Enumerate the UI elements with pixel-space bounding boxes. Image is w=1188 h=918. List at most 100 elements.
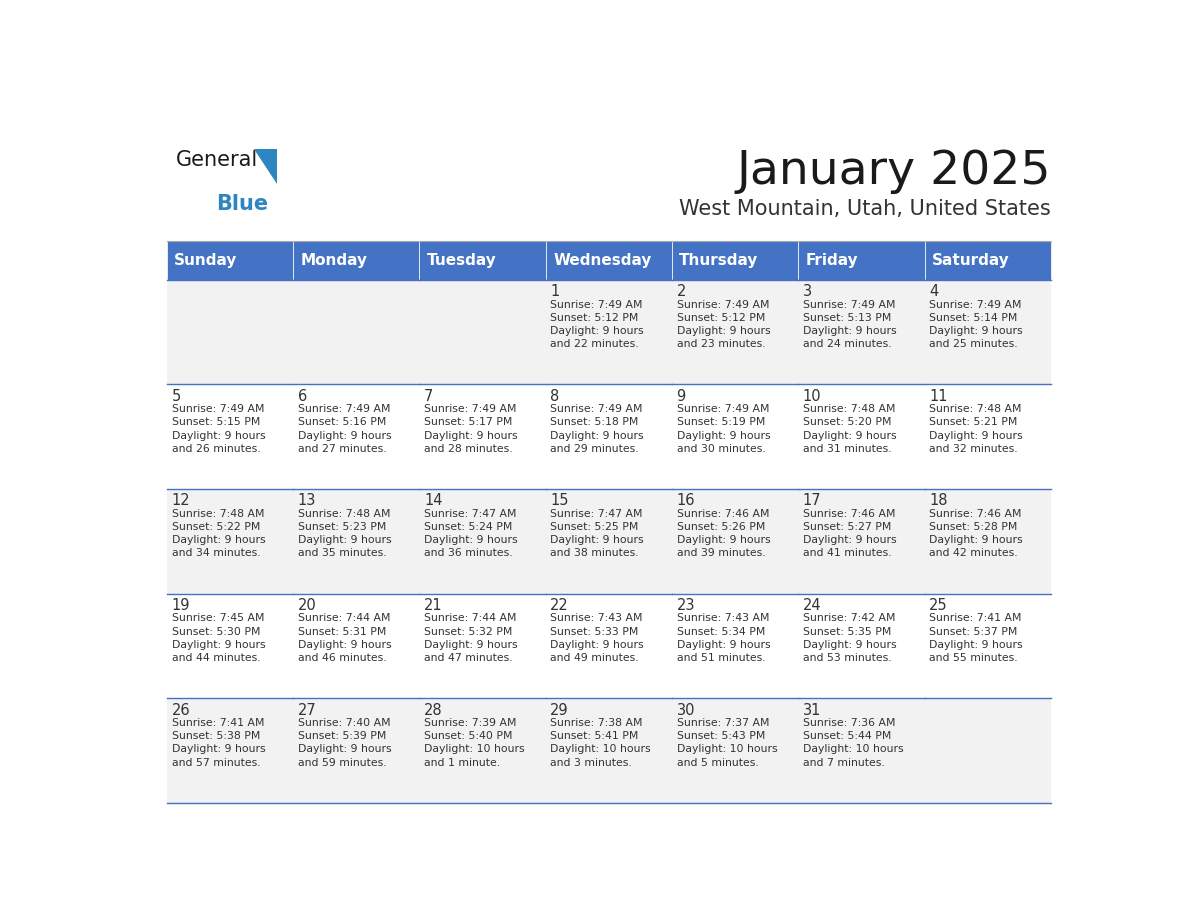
Bar [419,489,545,594]
Bar [924,241,1051,280]
Text: 18: 18 [929,493,948,509]
Bar [293,594,419,699]
Text: Sunrise: 7:38 AM
Sunset: 5:41 PM
Daylight: 10 hours
and 3 minutes.: Sunrise: 7:38 AM Sunset: 5:41 PM Dayligh… [550,718,651,767]
Text: 14: 14 [424,493,443,509]
Text: Blue: Blue [216,194,267,214]
Text: Sunrise: 7:44 AM
Sunset: 5:31 PM
Daylight: 9 hours
and 46 minutes.: Sunrise: 7:44 AM Sunset: 5:31 PM Dayligh… [298,613,391,663]
Text: 20: 20 [298,598,316,613]
Text: Sunrise: 7:45 AM
Sunset: 5:30 PM
Daylight: 9 hours
and 44 minutes.: Sunrise: 7:45 AM Sunset: 5:30 PM Dayligh… [171,613,265,663]
Bar [293,699,419,803]
Text: Wednesday: Wednesday [554,252,651,268]
Bar [924,489,1051,594]
Text: January 2025: January 2025 [737,149,1051,194]
Bar [798,594,924,699]
Text: Friday: Friday [805,252,858,268]
Text: Sunrise: 7:49 AM
Sunset: 5:18 PM
Daylight: 9 hours
and 29 minutes.: Sunrise: 7:49 AM Sunset: 5:18 PM Dayligh… [550,404,644,453]
Bar [293,280,419,385]
Text: 13: 13 [298,493,316,509]
Bar [545,489,672,594]
Text: 30: 30 [677,702,695,718]
Bar [672,385,798,489]
Text: Sunrise: 7:49 AM
Sunset: 5:19 PM
Daylight: 9 hours
and 30 minutes.: Sunrise: 7:49 AM Sunset: 5:19 PM Dayligh… [677,404,770,453]
Text: General: General [176,151,258,170]
Bar [545,699,672,803]
Text: Sunrise: 7:47 AM
Sunset: 5:25 PM
Daylight: 9 hours
and 38 minutes.: Sunrise: 7:47 AM Sunset: 5:25 PM Dayligh… [550,509,644,558]
Text: 2: 2 [677,284,685,299]
Text: 7: 7 [424,388,434,404]
Text: Sunrise: 7:41 AM
Sunset: 5:37 PM
Daylight: 9 hours
and 55 minutes.: Sunrise: 7:41 AM Sunset: 5:37 PM Dayligh… [929,613,1023,663]
Bar [798,385,924,489]
Text: 29: 29 [550,702,569,718]
Text: 17: 17 [803,493,821,509]
Text: 22: 22 [550,598,569,613]
Bar [672,594,798,699]
Bar [672,241,798,280]
Text: 15: 15 [550,493,569,509]
Text: 21: 21 [424,598,443,613]
Polygon shape [254,149,278,185]
Text: Sunrise: 7:42 AM
Sunset: 5:35 PM
Daylight: 9 hours
and 53 minutes.: Sunrise: 7:42 AM Sunset: 5:35 PM Dayligh… [803,613,897,663]
Text: Sunrise: 7:47 AM
Sunset: 5:24 PM
Daylight: 9 hours
and 36 minutes.: Sunrise: 7:47 AM Sunset: 5:24 PM Dayligh… [424,509,518,558]
Text: 3: 3 [803,284,811,299]
Text: Sunrise: 7:46 AM
Sunset: 5:27 PM
Daylight: 9 hours
and 41 minutes.: Sunrise: 7:46 AM Sunset: 5:27 PM Dayligh… [803,509,897,558]
Bar [419,699,545,803]
Text: Saturday: Saturday [931,252,1010,268]
Bar [545,594,672,699]
Bar [798,280,924,385]
Text: Sunrise: 7:48 AM
Sunset: 5:23 PM
Daylight: 9 hours
and 35 minutes.: Sunrise: 7:48 AM Sunset: 5:23 PM Dayligh… [298,509,391,558]
Text: Sunrise: 7:46 AM
Sunset: 5:28 PM
Daylight: 9 hours
and 42 minutes.: Sunrise: 7:46 AM Sunset: 5:28 PM Dayligh… [929,509,1023,558]
Text: 11: 11 [929,388,948,404]
Text: Sunrise: 7:36 AM
Sunset: 5:44 PM
Daylight: 10 hours
and 7 minutes.: Sunrise: 7:36 AM Sunset: 5:44 PM Dayligh… [803,718,904,767]
Bar [166,594,293,699]
Bar [166,699,293,803]
Text: Sunrise: 7:49 AM
Sunset: 5:15 PM
Daylight: 9 hours
and 26 minutes.: Sunrise: 7:49 AM Sunset: 5:15 PM Dayligh… [171,404,265,453]
Text: 19: 19 [171,598,190,613]
Text: 26: 26 [171,702,190,718]
Text: West Mountain, Utah, United States: West Mountain, Utah, United States [680,198,1051,218]
Bar [924,594,1051,699]
Text: 23: 23 [677,598,695,613]
Bar [672,489,798,594]
Text: Sunrise: 7:46 AM
Sunset: 5:26 PM
Daylight: 9 hours
and 39 minutes.: Sunrise: 7:46 AM Sunset: 5:26 PM Dayligh… [677,509,770,558]
Bar [166,280,293,385]
Text: 27: 27 [298,702,316,718]
Text: 6: 6 [298,388,307,404]
Text: Sunrise: 7:41 AM
Sunset: 5:38 PM
Daylight: 9 hours
and 57 minutes.: Sunrise: 7:41 AM Sunset: 5:38 PM Dayligh… [171,718,265,767]
Bar [419,385,545,489]
Bar [545,241,672,280]
Text: Monday: Monday [301,252,367,268]
Text: Tuesday: Tuesday [426,252,497,268]
Text: Sunrise: 7:49 AM
Sunset: 5:16 PM
Daylight: 9 hours
and 27 minutes.: Sunrise: 7:49 AM Sunset: 5:16 PM Dayligh… [298,404,391,453]
Text: Sunrise: 7:44 AM
Sunset: 5:32 PM
Daylight: 9 hours
and 47 minutes.: Sunrise: 7:44 AM Sunset: 5:32 PM Dayligh… [424,613,518,663]
Bar [924,699,1051,803]
Text: 5: 5 [171,388,181,404]
Text: 24: 24 [803,598,821,613]
Text: 31: 31 [803,702,821,718]
Bar [924,385,1051,489]
Text: 10: 10 [803,388,821,404]
Text: 16: 16 [677,493,695,509]
Text: 4: 4 [929,284,939,299]
Text: 12: 12 [171,493,190,509]
Text: Sunday: Sunday [175,252,238,268]
Text: Sunrise: 7:43 AM
Sunset: 5:34 PM
Daylight: 9 hours
and 51 minutes.: Sunrise: 7:43 AM Sunset: 5:34 PM Dayligh… [677,613,770,663]
Text: Sunrise: 7:48 AM
Sunset: 5:20 PM
Daylight: 9 hours
and 31 minutes.: Sunrise: 7:48 AM Sunset: 5:20 PM Dayligh… [803,404,897,453]
Text: Sunrise: 7:37 AM
Sunset: 5:43 PM
Daylight: 10 hours
and 5 minutes.: Sunrise: 7:37 AM Sunset: 5:43 PM Dayligh… [677,718,777,767]
Bar [166,385,293,489]
Bar [419,241,545,280]
Text: Sunrise: 7:48 AM
Sunset: 5:21 PM
Daylight: 9 hours
and 32 minutes.: Sunrise: 7:48 AM Sunset: 5:21 PM Dayligh… [929,404,1023,453]
Text: Sunrise: 7:49 AM
Sunset: 5:12 PM
Daylight: 9 hours
and 22 minutes.: Sunrise: 7:49 AM Sunset: 5:12 PM Dayligh… [550,299,644,349]
Bar [924,280,1051,385]
Bar [293,489,419,594]
Bar [545,280,672,385]
Bar [545,385,672,489]
Text: Sunrise: 7:40 AM
Sunset: 5:39 PM
Daylight: 9 hours
and 59 minutes.: Sunrise: 7:40 AM Sunset: 5:39 PM Dayligh… [298,718,391,767]
Text: Sunrise: 7:49 AM
Sunset: 5:13 PM
Daylight: 9 hours
and 24 minutes.: Sunrise: 7:49 AM Sunset: 5:13 PM Dayligh… [803,299,897,349]
Bar [798,241,924,280]
Bar [166,489,293,594]
Text: Sunrise: 7:39 AM
Sunset: 5:40 PM
Daylight: 10 hours
and 1 minute.: Sunrise: 7:39 AM Sunset: 5:40 PM Dayligh… [424,718,525,767]
Text: Sunrise: 7:49 AM
Sunset: 5:17 PM
Daylight: 9 hours
and 28 minutes.: Sunrise: 7:49 AM Sunset: 5:17 PM Dayligh… [424,404,518,453]
Text: Sunrise: 7:49 AM
Sunset: 5:12 PM
Daylight: 9 hours
and 23 minutes.: Sunrise: 7:49 AM Sunset: 5:12 PM Dayligh… [677,299,770,349]
Bar [419,280,545,385]
Bar [672,699,798,803]
